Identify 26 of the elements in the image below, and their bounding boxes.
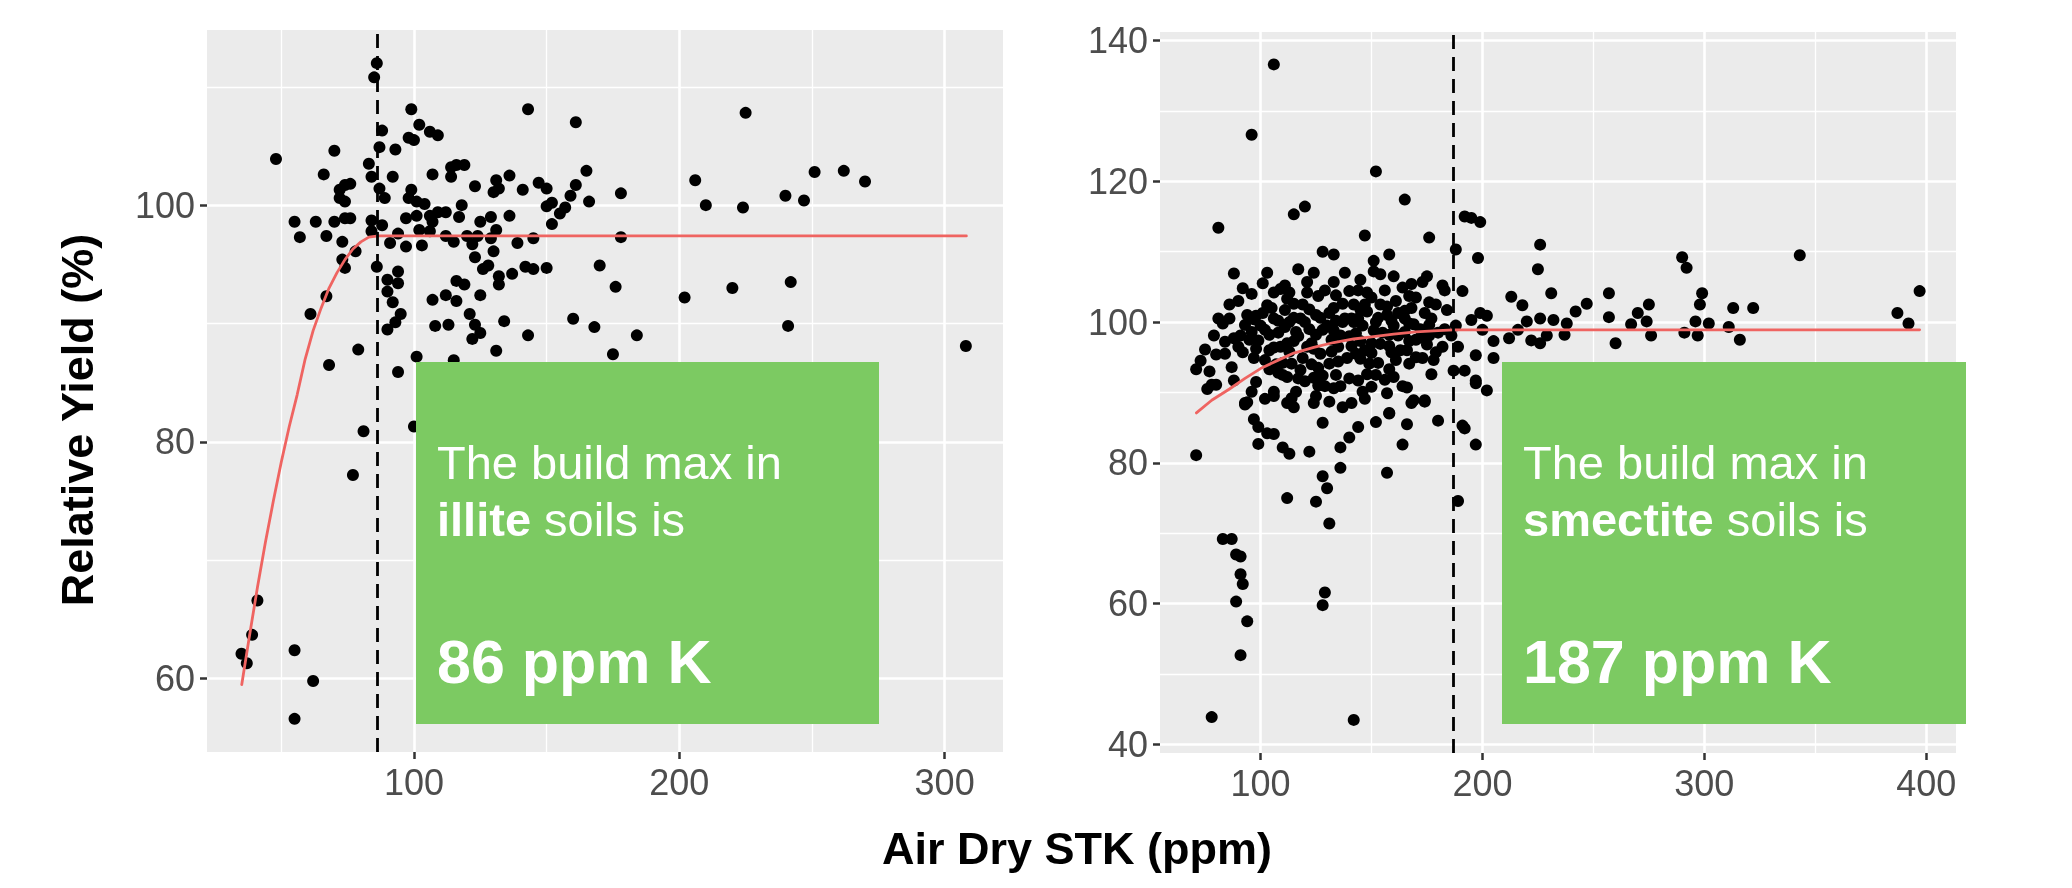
x-tick-label: 300 [914, 761, 975, 803]
x-tick-label: 400 [1896, 762, 1957, 804]
x-axis-title: Air Dry STK (ppm) [881, 823, 1273, 874]
annotation: illite [437, 493, 532, 546]
annotation: soils is [1725, 493, 1868, 546]
y-tick-label: 80 [1107, 442, 1148, 484]
annotation: soils is [543, 493, 686, 546]
y-tick-label: 80 [154, 421, 195, 463]
annotation: The build max in [437, 436, 782, 489]
y-tick-label: 60 [154, 658, 195, 700]
annotation: The build max in [1523, 436, 1868, 489]
y-axis-title: Relative Yield (%) [52, 233, 103, 607]
annotation: 86 ppm K [437, 628, 712, 696]
y-tick-label: 60 [1107, 583, 1148, 625]
annotation: smectite [1523, 493, 1714, 546]
y-tick-label: 100 [134, 184, 195, 226]
x-tick-label: 100 [383, 761, 444, 803]
annotation: 187 ppm K [1523, 628, 1832, 696]
y-tick-label: 120 [1087, 160, 1148, 202]
y-tick-label: 100 [1087, 301, 1148, 343]
x-tick-label: 100 [1230, 762, 1291, 804]
y-tick-label: 140 [1087, 19, 1148, 61]
y-tick-label: 40 [1107, 724, 1148, 766]
x-tick-label: 200 [1452, 762, 1513, 804]
x-tick-label: 200 [649, 761, 710, 803]
x-tick-label: 300 [1674, 762, 1735, 804]
